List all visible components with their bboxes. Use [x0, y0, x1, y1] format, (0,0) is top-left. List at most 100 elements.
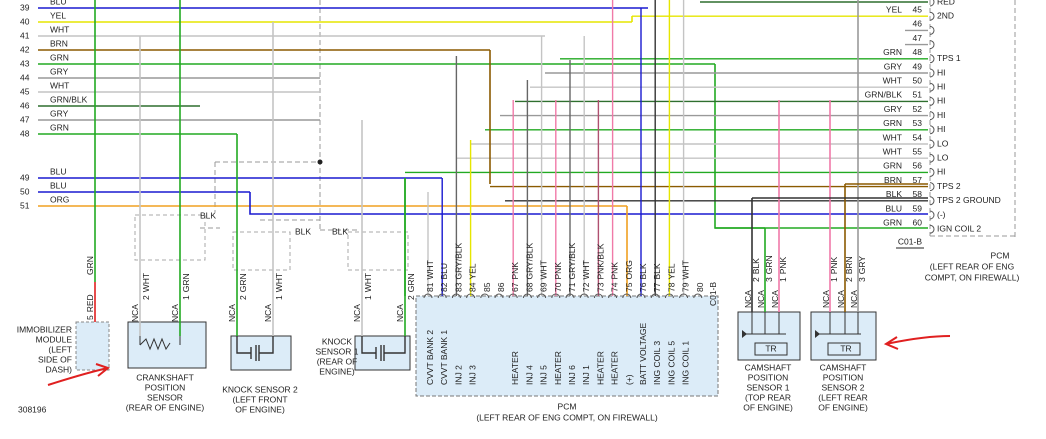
pin-label-part: GRY/BLK — [525, 243, 535, 280]
row-pin: 56 — [913, 161, 923, 171]
wire-pin: 42 — [20, 44, 30, 54]
pin-label-part: ORG — [624, 260, 634, 279]
pin-label-part: 86 — [496, 282, 506, 292]
pin-function-part: INJ 3 — [468, 365, 478, 385]
wire-pin: 40 — [20, 16, 30, 26]
pcm-location: COMPT, ON FIREWALL) — [925, 272, 1020, 282]
pin-function: INJ 4 — [525, 365, 535, 385]
pin-status: NCA — [395, 304, 405, 322]
row-color: BLU — [885, 203, 902, 213]
pin-label: 67 PNK — [510, 262, 520, 292]
row-function: HI — [937, 110, 946, 120]
pin-status-part: NCA — [170, 304, 180, 322]
wire-color: GRY — [50, 108, 69, 118]
pin-function: INJ 1 — [581, 365, 591, 385]
row-pin: 58 — [913, 189, 923, 199]
pin-label: 80 — [695, 282, 705, 292]
pin-socket — [929, 96, 935, 106]
cam1-tr-box — [754, 342, 788, 356]
immobilizer-body — [75, 321, 110, 371]
pin-label-part: 85 — [482, 282, 492, 292]
pin-function: HEATER — [596, 351, 606, 385]
cam2-body — [810, 311, 877, 361]
shield-label: BLK — [332, 226, 348, 236]
component-name: SENSOR 2 — [822, 382, 865, 392]
pin-socket — [929, 210, 935, 220]
wire-pin: 45 — [20, 86, 30, 96]
pin-function: BATT VOLTAGE — [638, 322, 648, 385]
component-name: IMMOBILIZER — [17, 324, 72, 334]
row-pin: 52 — [913, 104, 923, 114]
pin-label: 79 WHT — [681, 260, 691, 292]
pin-label-part: YEL — [667, 263, 677, 279]
row-pin: 47 — [913, 33, 923, 43]
component-name: CAMSHAFT — [745, 362, 792, 372]
pin-label-part: 69 — [539, 282, 549, 292]
pin-label: 1 WHT — [274, 273, 284, 300]
wire-color: GRN — [50, 122, 69, 132]
pcm-bottom-body — [415, 295, 719, 397]
row-color: GRN/BLK — [865, 90, 903, 100]
pin-socket — [451, 293, 461, 299]
row-function: LO — [937, 138, 949, 148]
row-pin: 60 — [913, 217, 923, 227]
pin-socket — [608, 293, 618, 299]
row-function: LO — [937, 152, 949, 162]
pin-label-part: 2 — [751, 277, 761, 282]
pin-socket — [929, 196, 935, 206]
pin-label-part: 79 — [681, 282, 691, 292]
row-color: GRN — [883, 161, 902, 171]
pin-label-part: 74 — [610, 282, 620, 292]
pin-label: 1 GRN — [181, 273, 191, 300]
wire-pin: 46 — [20, 100, 30, 110]
row-color: WHT — [883, 75, 902, 85]
pin-label: 2 BRN — [844, 256, 854, 282]
pin-label-part: BLK — [652, 263, 662, 279]
pcm-location: (LEFT REAR OF ENG — [930, 261, 1014, 271]
row-function: TPS 1 — [937, 53, 961, 63]
row-color: GRY — [884, 61, 903, 71]
pin-status: NCA — [352, 304, 362, 322]
row-pin: 50 — [913, 75, 923, 85]
component-name: (REAR OF — [317, 356, 358, 366]
component-name: OF ENGINE) — [235, 404, 285, 414]
wire-pin: 51 — [20, 200, 30, 210]
component-name: (LEFT — [48, 344, 72, 354]
pin-label: 73 PNK/BLK — [596, 243, 606, 292]
component-name: ENGINE) — [319, 366, 355, 376]
row-function: HI — [937, 124, 946, 134]
component-name: (LEFT REAR — [818, 392, 867, 402]
pin-socket — [650, 293, 660, 299]
row-pin: 57 — [913, 175, 923, 185]
pin-label: 2 BLK — [751, 258, 761, 282]
tr-label: TR — [765, 343, 776, 353]
pin-socket — [437, 293, 447, 299]
pin-label-part: WHT — [141, 273, 151, 292]
component-name: MODULE — [36, 334, 73, 344]
pin-label-part: PNK — [778, 256, 788, 274]
pin-label-part: 1 — [181, 295, 191, 300]
wire-pin: 44 — [20, 72, 30, 82]
component-name: POSITION — [748, 372, 789, 382]
pin-function: CVVT BANK 2 — [425, 330, 435, 385]
pin-socket — [929, 139, 935, 149]
connector-id: C01-B — [898, 236, 922, 246]
pin-label-part: 1 — [778, 277, 788, 282]
pin-function: HEATER — [510, 351, 520, 385]
pin-label-part: 83 — [454, 282, 464, 292]
pin-status: NCA — [756, 290, 766, 308]
pin-function-part: INJ 6 — [567, 365, 577, 385]
pin-label: 3 GRN — [764, 255, 774, 282]
pin-label: 2 WHT — [141, 273, 151, 300]
shield-label: BLK — [200, 210, 216, 220]
shield-label: BLK — [295, 226, 311, 236]
pin-function-part: CVVT BANK 1 — [439, 330, 449, 385]
pin-label: 1 WHT — [363, 273, 373, 300]
component-name: (TOP REAR — [745, 392, 791, 402]
pin-label: 68 GRY/BLK — [525, 243, 535, 292]
pin-status: NCA — [263, 304, 273, 322]
pin-label-part: 68 — [525, 282, 535, 292]
component-name: (LEFT FRONT — [232, 394, 287, 404]
